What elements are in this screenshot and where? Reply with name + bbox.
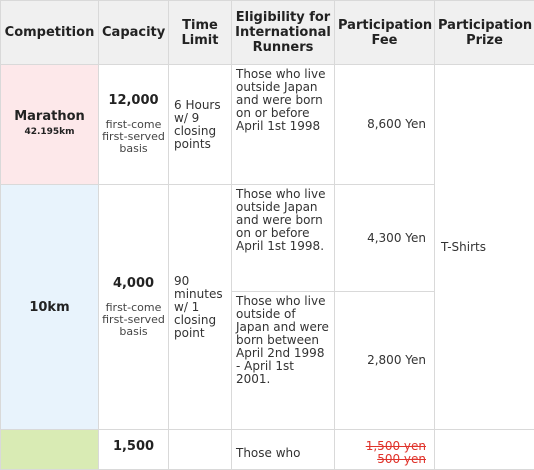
header-prize: Participation Prize [435, 1, 534, 65]
header-capacity: Capacity [99, 1, 169, 65]
capacity-basis: first-come first-served basis [99, 302, 168, 338]
fee-partial-price: 500 yen [377, 452, 426, 466]
header-time-limit: Time Limit [169, 1, 232, 65]
eligibility-10km-adult: Those who live outside Japan and were bo… [232, 185, 335, 292]
eligibility-marathon: Those who live outside Japan and were bo… [232, 65, 335, 185]
capacity-number: 12,000 [99, 94, 168, 107]
fee-10km-adult: 4,300 Yen [335, 185, 435, 292]
competition-distance: 42.195km [1, 126, 98, 139]
header-eligibility: Eligibility for International Runners [232, 1, 335, 65]
fee-third: 1,500 yen 500 yen [335, 430, 435, 470]
competition-10km: 10km [1, 185, 99, 430]
time-limit-third [169, 430, 232, 470]
prize-third [435, 430, 534, 470]
capacity-marathon: 12,000 first-come first-served basis [99, 65, 169, 185]
table-row-marathon: Marathon 42.195km 12,000 first-come firs… [1, 65, 534, 185]
capacity-10km: 4,000 first-come first-served basis [99, 185, 169, 430]
prize-t-shirts: T-Shirts [435, 65, 534, 430]
competition-marathon: Marathon 42.195km [1, 65, 99, 185]
table-row-third: 1,500 Those who 1,500 yen 500 yen [1, 430, 534, 470]
competition-name: 10km [29, 300, 69, 315]
time-limit-10km: 90 minutes w/ 1 closing point [169, 185, 232, 430]
competition-name: Marathon [14, 109, 85, 124]
capacity-number: 4,000 [99, 277, 168, 290]
capacity-third: 1,500 [99, 430, 169, 470]
fee-marathon: 8,600 Yen [335, 65, 435, 185]
header-fee: Participation Fee [335, 1, 435, 65]
fee-10km-youth: 2,800 Yen [335, 292, 435, 430]
competition-third [1, 430, 99, 470]
fee-struck-price: 1,500 yen [366, 439, 426, 453]
eligibility-10km-youth: Those who live outside of Japan and were… [232, 292, 335, 430]
header-competition: Competition [1, 1, 99, 65]
eligibility-third: Those who [232, 430, 335, 470]
header-row: Competition Capacity Time Limit Eligibil… [1, 1, 534, 65]
capacity-basis: first-come first-served basis [99, 119, 168, 155]
capacity-number: 1,500 [99, 440, 168, 453]
time-limit-marathon: 6 Hours w/ 9 closing points [169, 65, 232, 185]
